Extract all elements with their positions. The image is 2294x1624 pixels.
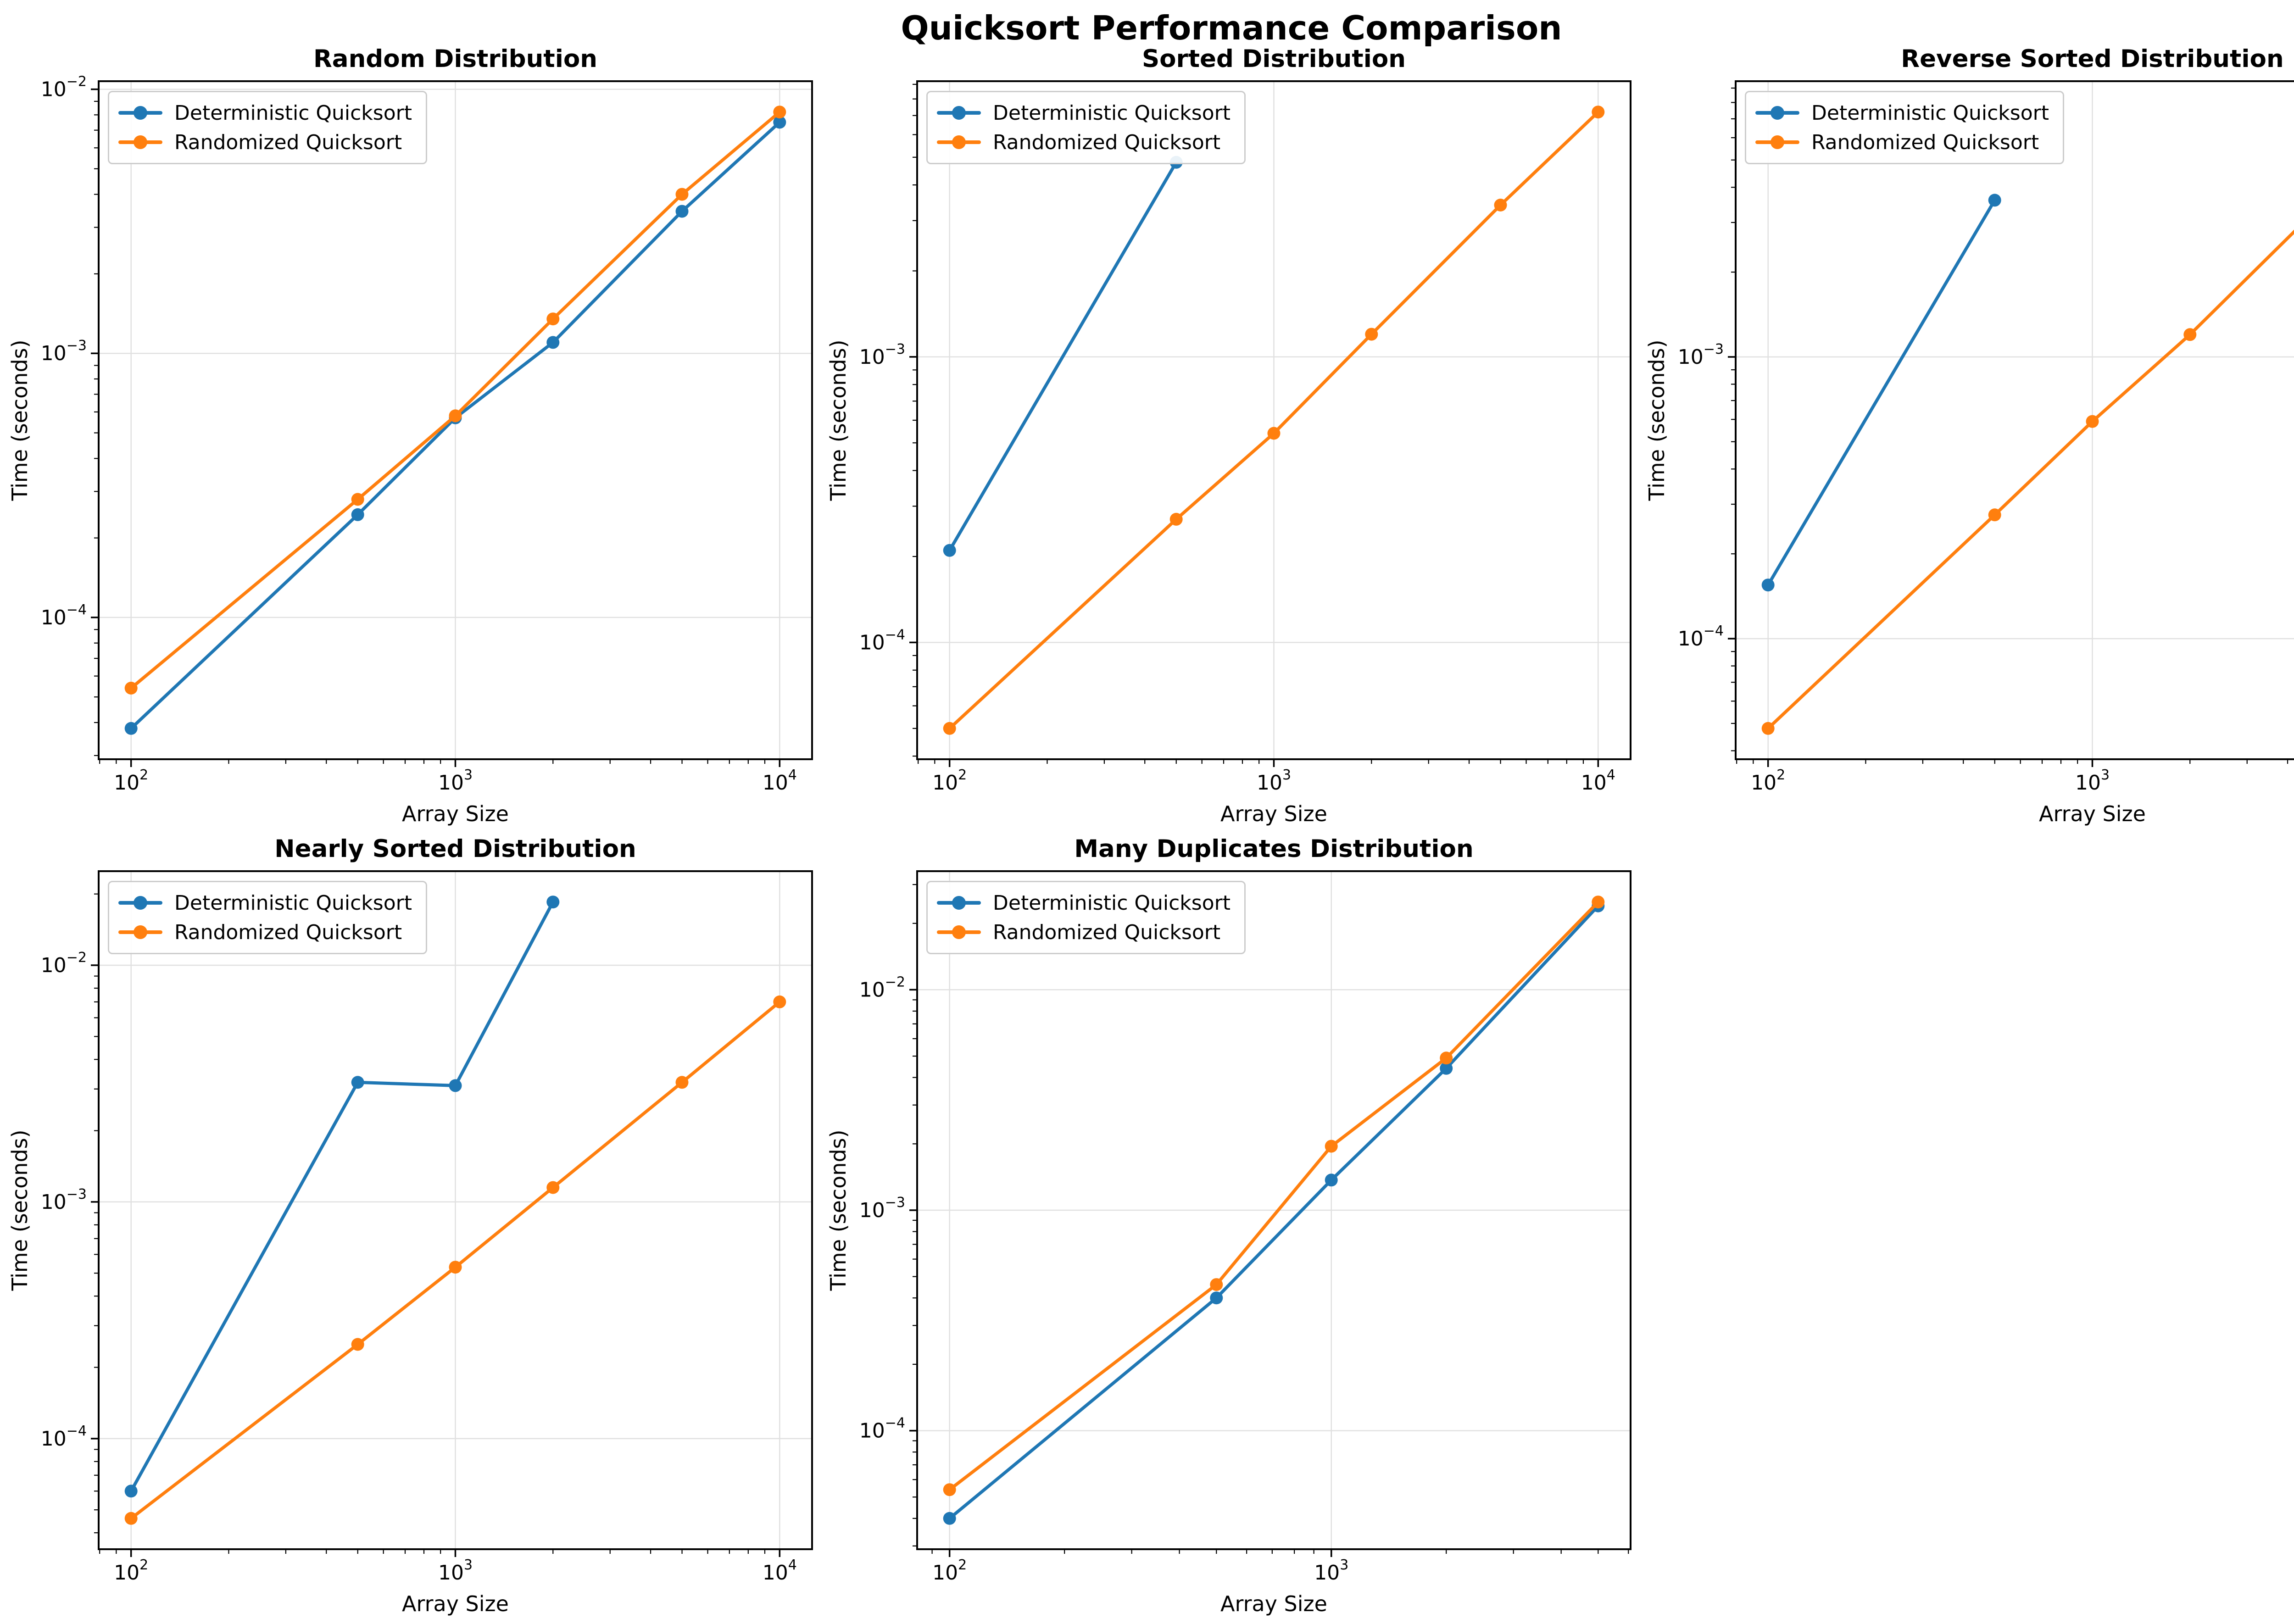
legend-label: Deterministic Quicksort [174,891,412,915]
subplot-sorted-distribution: Sorted Distribution 102 103 104 10−4 10−3 De… [826,45,1631,826]
svg-text:103: 103 [1314,1557,1348,1585]
svg-text:10−4: 10−4 [859,627,905,654]
svg-text:10−3: 10−3 [859,1195,905,1222]
y-axis-label: Time (seconds) [7,339,32,501]
x-axis-label: Array Size [402,1591,509,1616]
svg-text:10−4: 10−4 [859,1415,905,1443]
svg-text:10−3: 10−3 [859,341,905,369]
legend: Deterministic Quicksort Randomized Quick… [926,881,1246,954]
svg-text:102: 102 [114,767,148,795]
x-axis-label: Array Size [1220,801,1327,826]
figure-title: Quicksort Performance Comparison [901,9,1562,47]
svg-text:104: 104 [1581,767,1615,795]
svg-text:10−4: 10−4 [41,1423,87,1451]
legend-label: Randomized Quicksort [174,920,402,944]
legend-label: Randomized Quicksort [993,920,1221,944]
svg-text:10−4: 10−4 [1678,623,1724,651]
y-axis-label: Time (seconds) [7,1129,32,1291]
svg-text:102: 102 [1751,767,1785,795]
subplot-title: Reverse Sorted Distribution [1901,45,2284,73]
svg-text:104: 104 [763,767,797,795]
legend-item-deterministic: Deterministic Quicksort [937,889,1231,917]
legend-item-randomized: Randomized Quicksort [937,128,1231,156]
subplot-title: Sorted Distribution [1141,45,1406,73]
svg-text:103: 103 [1257,767,1291,795]
subplot-nearly-sorted-distribution: Nearly Sorted Distribution 102 103 104 10−4… [7,835,813,1616]
legend-item-deterministic: Deterministic Quicksort [1755,99,2049,127]
svg-text:10−3: 10−3 [41,338,87,365]
svg-text:104: 104 [763,1557,797,1585]
subplot-title: Many Duplicates Distribution [1074,835,1474,863]
legend-item-randomized: Randomized Quicksort [937,918,1231,946]
svg-text:10−2: 10−2 [859,974,905,1001]
y-axis-label: Time (seconds) [1644,339,1669,501]
line-marker-icon [118,128,162,156]
legend-item-deterministic: Deterministic Quicksort [118,889,412,917]
legend-label: Randomized Quicksort [1811,130,2039,154]
subplot-reverse-sorted-distribution: Reverse Sorted Distribution 10210310410−… [1644,45,2294,826]
line-marker-icon [1755,99,1799,127]
subplot-many-duplicates-distribution: Many Duplicates Distribution 102 103 10−4 1… [826,835,1631,1616]
svg-text:103: 103 [2075,767,2110,795]
y-axis-label: Time (seconds) [826,1129,851,1291]
legend-item-randomized: Randomized Quicksort [118,128,412,156]
x-axis-label: Array Size [2039,801,2146,826]
legend-item-randomized: Randomized Quicksort [1755,128,2049,156]
svg-text:102: 102 [932,1557,967,1585]
x-axis-label: Array Size [402,801,509,826]
x-axis-label: Array Size [1220,1591,1327,1616]
legend: Deterministic Quicksort Randomized Quick… [108,91,427,164]
plot-area: 102 103 104 10−4 10−3 10−2 [41,870,813,1585]
svg-text:103: 103 [438,1557,473,1585]
line-marker-icon [937,918,981,946]
svg-text:10−3: 10−3 [1678,341,1724,369]
line-marker-icon [1755,128,1799,156]
legend-label: Deterministic Quicksort [174,101,412,125]
line-marker-icon [118,99,162,127]
svg-text:10−3: 10−3 [41,1186,87,1214]
line-marker-icon [937,128,981,156]
plot-area: 102 103 10−4 10−3 10−2 [859,870,1631,1585]
plot-area: 102 103 104 10−4 10−3 10−2 [41,74,813,795]
y-axis-label: Time (seconds) [826,339,851,501]
svg-text:102: 102 [114,1557,148,1585]
legend-label: Randomized Quicksort [993,130,1221,154]
line-marker-icon [937,99,981,127]
line-marker-icon [118,889,162,917]
subplot-title: Random Distribution [313,45,597,73]
legend: Deterministic Quicksort Randomized Quick… [108,881,427,954]
svg-text:103: 103 [438,767,473,795]
legend: Deterministic Quicksort Randomized Quick… [1745,91,2064,164]
legend-item-deterministic: Deterministic Quicksort [118,99,412,127]
svg-text:10−2: 10−2 [41,950,87,977]
line-marker-icon [937,889,981,917]
line-marker-icon [118,918,162,946]
subplot-random-distribution: Random Distribution 102 103 104 10−4 10−3 10−… [7,45,813,826]
legend-label: Deterministic Quicksort [1811,101,2049,125]
subplot-title: Nearly Sorted Distribution [274,835,636,863]
legend-label: Deterministic Quicksort [993,891,1231,915]
legend-label: Randomized Quicksort [174,130,402,154]
svg-text:10−2: 10−2 [41,74,87,101]
legend-item-deterministic: Deterministic Quicksort [937,99,1231,127]
plot-area: 102 103 104 10−4 10−3 [859,80,1631,795]
svg-text:10−4: 10−4 [41,602,87,629]
legend-label: Deterministic Quicksort [993,101,1231,125]
legend: Deterministic Quicksort Randomized Quick… [926,91,1246,164]
svg-text:102: 102 [932,767,967,795]
legend-item-randomized: Randomized Quicksort [118,918,412,946]
